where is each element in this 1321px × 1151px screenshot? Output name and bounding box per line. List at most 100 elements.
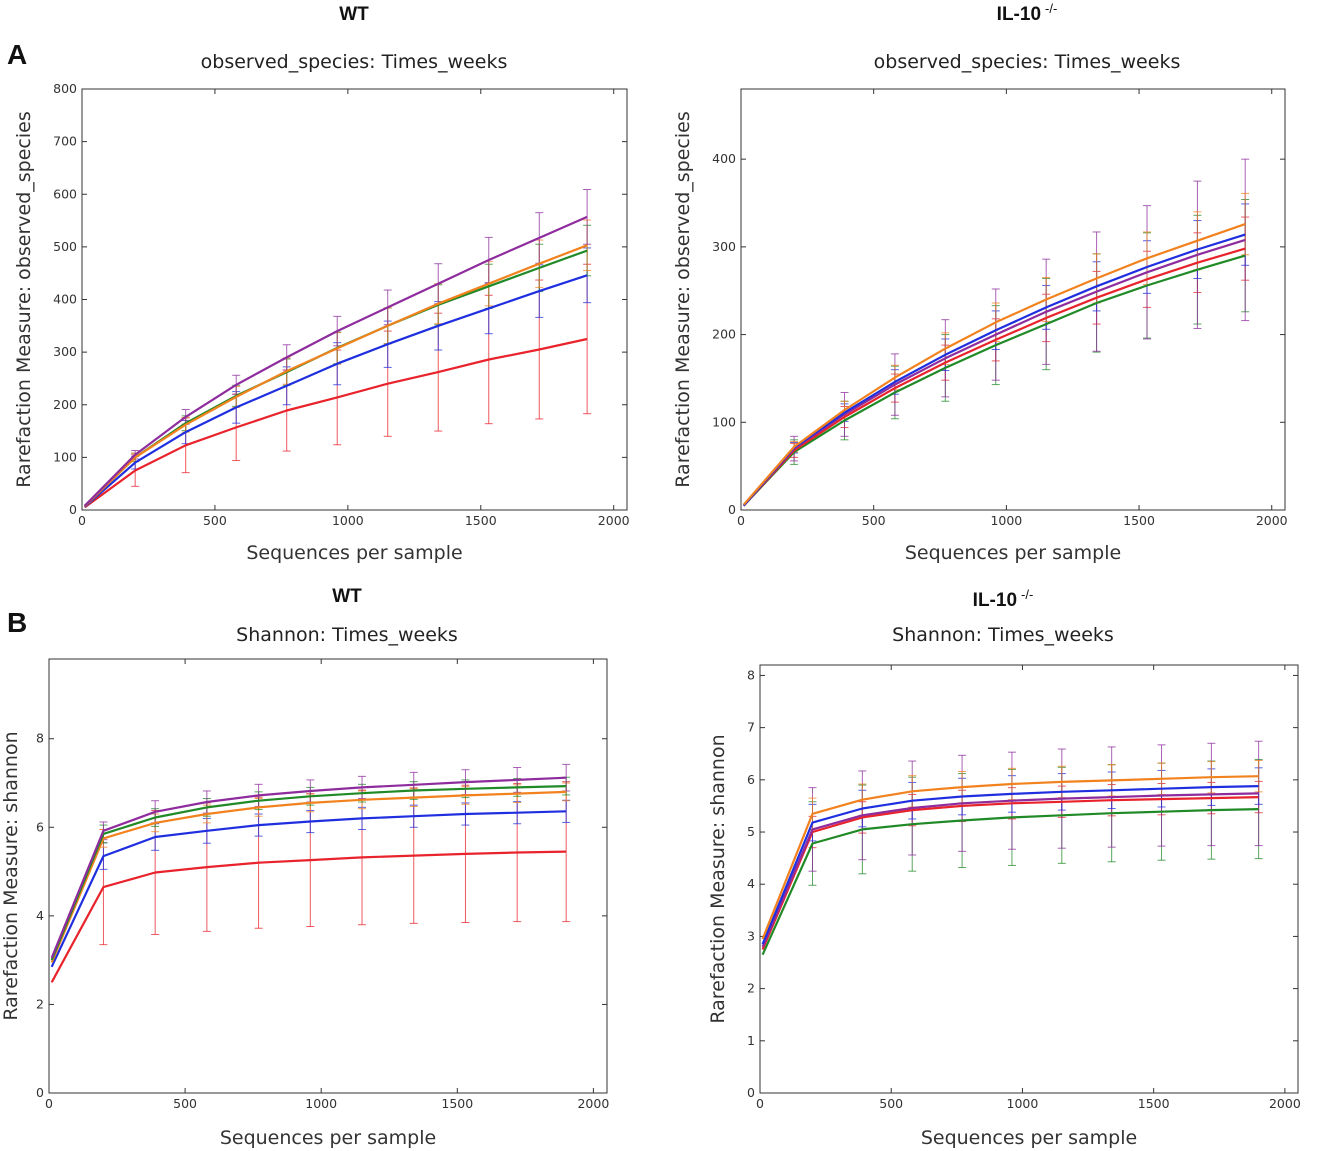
- group-title: WT: [332, 586, 362, 607]
- x-tick-label: 500: [862, 513, 886, 528]
- y-tick-label: 500: [53, 239, 77, 254]
- series-purple: [131, 189, 592, 460]
- panel-letter-b: B: [7, 607, 27, 638]
- x-axis-label: Sequences per sample: [246, 542, 462, 564]
- series-line-blue: [83, 274, 588, 508]
- y-tick-label: 0: [36, 1085, 44, 1100]
- series-line-blue: [742, 233, 1246, 507]
- series-line-green: [761, 808, 1259, 956]
- series-line-purple: [83, 215, 588, 507]
- x-tick-label: 0: [78, 513, 86, 528]
- chart-title: observed_species: Times_weeks: [874, 51, 1181, 73]
- y-tick-label: 800: [53, 81, 77, 96]
- y-tick-label: 6: [747, 772, 755, 787]
- chart-panel-4: IL-10 -/- Shannon: Times_weeks 0 500 1000 1500…: [707, 587, 1301, 1149]
- y-tick-label: 2: [36, 996, 44, 1011]
- y-axis-label: Rarefaction Measure: shannon: [707, 734, 729, 1023]
- series-line-blue: [761, 785, 1259, 945]
- x-tick-label: 2000: [598, 513, 630, 528]
- series-red: [790, 216, 1250, 458]
- y-tick-label: 5: [747, 824, 755, 839]
- y-tick-label: 8: [747, 667, 755, 682]
- x-tick-label: 1500: [1123, 513, 1155, 528]
- y-tick-label: 1: [747, 1033, 755, 1048]
- series-line-red: [84, 337, 588, 509]
- x-tick-label: 2000: [1269, 1096, 1301, 1111]
- y-tick-label: 4: [747, 876, 755, 891]
- series-line-orange: [83, 244, 588, 508]
- x-tick-label: 0: [45, 1096, 53, 1111]
- plot-frame: [740, 88, 1286, 511]
- series-purple: [790, 158, 1250, 462]
- series-line-green: [50, 785, 567, 961]
- series-line-blue: [50, 810, 567, 968]
- y-tick-label: 200: [712, 327, 736, 342]
- y-axis-label: Rarefaction Measure: shannon: [0, 731, 22, 1020]
- series-line-purple: [50, 776, 567, 959]
- series-line-red: [742, 247, 1246, 507]
- y-tick-label: 100: [53, 449, 77, 464]
- series-line-red: [50, 850, 567, 983]
- x-axis-label: Sequences per sample: [220, 1127, 436, 1149]
- series-line-red: [761, 796, 1259, 950]
- y-tick-label: 4: [36, 908, 44, 923]
- y-tick-label: 3: [747, 928, 755, 943]
- series-blue: [131, 247, 592, 470]
- series-line-orange: [50, 790, 567, 963]
- x-tick-label: 500: [203, 513, 227, 528]
- x-tick-label: 1000: [990, 513, 1022, 528]
- x-tick-label: 2000: [577, 1096, 609, 1111]
- x-tick-label: 2000: [1256, 513, 1288, 528]
- y-tick-label: 100: [712, 414, 736, 429]
- group-title: IL-10 -/-: [997, 1, 1058, 25]
- series-green: [790, 199, 1250, 465]
- x-axis-label: Sequences per sample: [905, 542, 1121, 564]
- chart-title: Shannon: Times_weeks: [892, 624, 1114, 646]
- x-tick-label: 0: [737, 513, 745, 528]
- panel-letter-a: A: [7, 39, 27, 70]
- series-red: [99, 781, 571, 946]
- group-title: IL-10 -/-: [973, 587, 1034, 611]
- plot-frame: [81, 88, 628, 511]
- y-tick-label: 0: [69, 502, 77, 517]
- x-tick-label: 1000: [305, 1096, 337, 1111]
- x-axis-label: Sequences per sample: [921, 1127, 1137, 1149]
- series-line-purple: [761, 792, 1259, 948]
- y-tick-label: 300: [712, 239, 736, 254]
- y-axis-label: Rarefaction Measure: observed_species: [13, 111, 35, 487]
- x-tick-label: 1000: [332, 513, 364, 528]
- y-tick-label: 2: [747, 981, 755, 996]
- plot-frame: [759, 664, 1299, 1094]
- x-tick-label: 500: [173, 1096, 197, 1111]
- chart-panel-2: IL-10 -/- observed_species: Times_weeks 0 50…: [672, 1, 1288, 564]
- x-tick-label: 1500: [441, 1096, 473, 1111]
- y-tick-label: 700: [53, 134, 77, 149]
- chart-title: Shannon: Times_weeks: [236, 624, 458, 646]
- x-tick-label: 0: [756, 1096, 764, 1111]
- series-line-orange: [761, 775, 1259, 940]
- y-tick-label: 6: [36, 819, 44, 834]
- y-axis-label: Rarefaction Measure: observed_species: [672, 111, 694, 487]
- series-line-green: [742, 254, 1246, 507]
- y-tick-label: 200: [53, 397, 77, 412]
- y-tick-label: 0: [728, 502, 736, 517]
- y-tick-label: 0: [747, 1085, 755, 1100]
- x-tick-label: 1000: [1007, 1096, 1039, 1111]
- series-line-green: [83, 249, 588, 508]
- plot-frame: [48, 658, 608, 1094]
- x-tick-label: 1500: [465, 513, 497, 528]
- y-tick-label: 8: [36, 731, 44, 746]
- y-tick-label: 300: [53, 344, 77, 359]
- chart-title: observed_species: Times_weeks: [201, 51, 508, 73]
- x-tick-label: 1500: [1138, 1096, 1170, 1111]
- y-tick-label: 7: [747, 720, 755, 735]
- series-line-purple: [742, 238, 1246, 507]
- chart-panel-3: WT Shannon: Times_weeks 0 500 1000 1500 2000 0 2…: [0, 586, 609, 1149]
- y-tick-label: 400: [712, 151, 736, 166]
- y-tick-label: 400: [53, 292, 77, 307]
- x-tick-label: 500: [879, 1096, 903, 1111]
- group-title: WT: [339, 4, 369, 25]
